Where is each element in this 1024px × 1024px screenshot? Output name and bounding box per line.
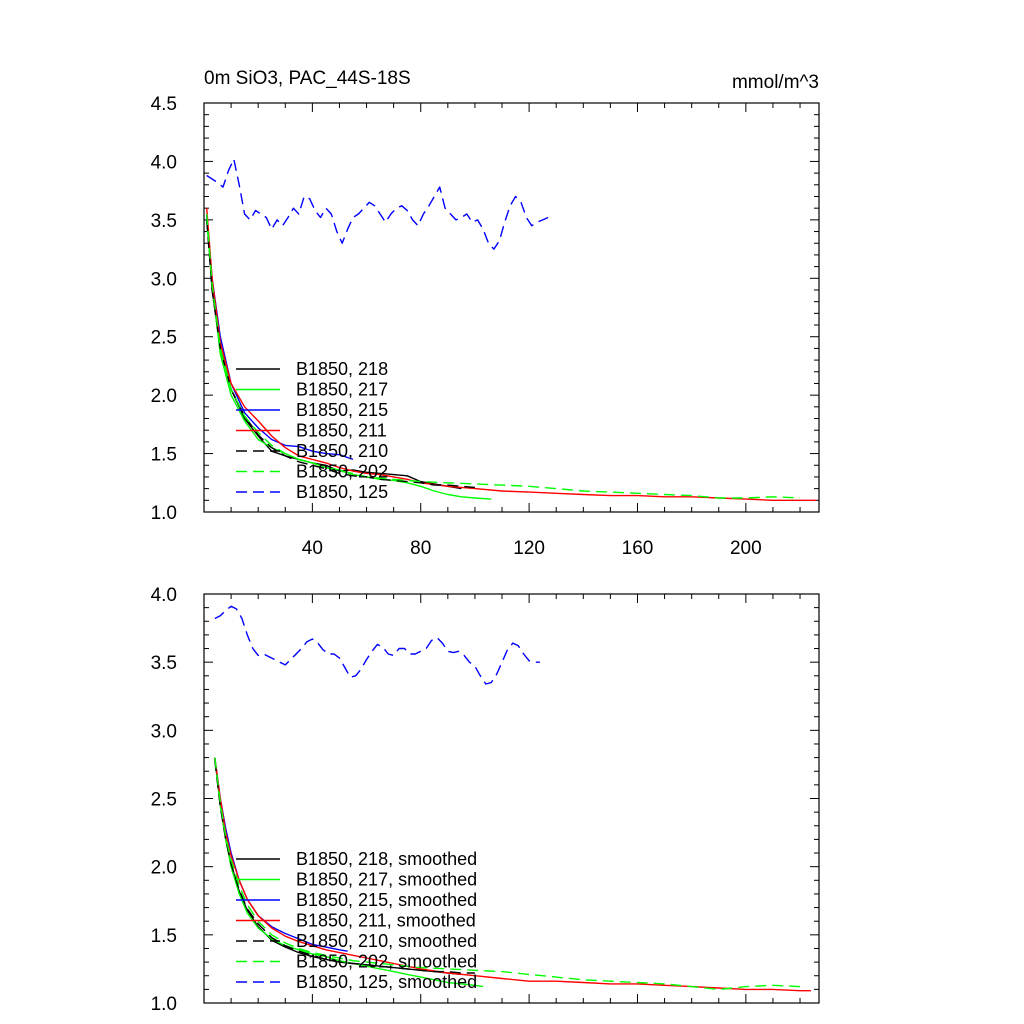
top-panel: 1.0 1.5 2.0 2.5 3.0 3.5 4.0 4.5 40 80 120 160 200 B18… — [151, 94, 820, 559]
y-tick-label: 2.0 — [151, 386, 177, 407]
series-line — [214, 760, 475, 974]
y-tick-label: 1.0 — [151, 994, 177, 1015]
y-tick-label: 3.0 — [151, 269, 177, 290]
y-tick-label: 1.5 — [151, 926, 177, 947]
series-line — [214, 757, 801, 991]
legend-label: B1850, 211, smoothed — [296, 911, 476, 931]
legend-label: B1850, 211 — [296, 421, 387, 441]
legend-label: B1850, 217, smoothed — [296, 870, 477, 890]
y-tick-label: 3.5 — [151, 653, 177, 674]
legend-label: B1850, 202 — [296, 462, 388, 482]
x-tick-label: 80 — [410, 538, 431, 559]
series-line — [206, 213, 801, 499]
legend-label: B1850, 125 — [296, 482, 388, 502]
y-tick-label: 4.0 — [151, 585, 177, 606]
legend-label: B1850, 215 — [296, 400, 388, 420]
legend-label: B1850, 125, smoothed — [296, 972, 477, 992]
legend-label: B1850, 210 — [296, 441, 388, 461]
x-tick-label: 160 — [622, 538, 654, 559]
y-tick-label: 2.5 — [151, 328, 177, 349]
x-tick-label: 120 — [513, 538, 545, 559]
series-line — [206, 158, 549, 250]
series-line — [206, 208, 817, 501]
legend-label: B1850, 218, smoothed — [296, 849, 477, 869]
series-line — [214, 605, 540, 685]
y-tick-label: 2.5 — [151, 790, 177, 811]
y-tick-label: 1.5 — [151, 445, 177, 466]
series-line — [214, 757, 484, 988]
y-tick-label: 4.5 — [151, 94, 177, 115]
legend-label: B1850, 210, smoothed — [296, 931, 477, 951]
bottom-panel: 1.0 1.5 2.0 2.5 3.0 3.5 4.0 B1850, 218, smoothe… — [151, 585, 820, 1015]
series-line — [206, 219, 492, 500]
x-tick-label: 200 — [730, 538, 762, 559]
y-tick-label: 1.0 — [151, 503, 177, 524]
legend-label: B1850, 218 — [296, 359, 388, 379]
chart-title: 0m SiO3, PAC_44S-18S — [204, 68, 411, 89]
series-line — [206, 213, 354, 461]
legend-label: B1850, 217 — [296, 380, 388, 400]
y-tick-label: 4.0 — [151, 152, 177, 173]
legend-label: B1850, 202, smoothed — [296, 952, 477, 972]
series-line — [206, 219, 475, 489]
plot-frame — [203, 102, 820, 513]
x-tick-label: 40 — [302, 538, 323, 559]
legend-label: B1850, 215, smoothed — [296, 890, 477, 910]
y-tick-label: 3.0 — [151, 721, 177, 742]
units-label: mmol/m^3 — [732, 72, 819, 93]
y-tick-label: 3.5 — [151, 211, 177, 232]
y-tick-label: 2.0 — [151, 858, 177, 879]
